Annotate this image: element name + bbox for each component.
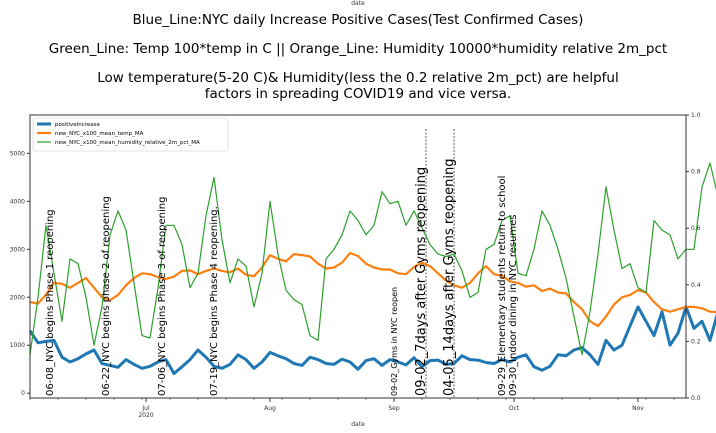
title-line-4: factors in spreading COVID19 and vice ve… <box>204 86 512 102</box>
legend-box <box>32 117 229 152</box>
annotation-label: 09-29_Elementary students return to scho… <box>497 176 508 396</box>
axes: 0 1000 2000 3000 4000 5000 0.0 0.2 0.4 0.6 0.8 1.0 J… <box>10 112 701 419</box>
title-line-3: Low temperature(5-20 C)& Humidity(less t… <box>97 70 619 86</box>
x-tick-label: Aug <box>264 405 276 412</box>
y-right-tick-label: 1.0 <box>691 112 701 119</box>
annotation-label: 06-08_NYC begins Phase 1 reopening <box>45 209 56 396</box>
y-right-tick-label: 0.2 <box>691 338 701 345</box>
x-tick-label: Sep <box>388 405 400 412</box>
y-left-tick-label: 3000 <box>10 246 25 253</box>
legend-label: positiveIncrease <box>55 122 100 128</box>
x-tick-sublabel: 2020 <box>138 412 153 419</box>
annotation-label: 06-22_NYC begins phase 2 of reopening <box>101 196 112 396</box>
annotation-labels: 06-08_NYC begins Phase 1 reopening 06-22_… <box>45 159 519 396</box>
series-lines <box>28 162 716 375</box>
y-right-tick-label: 0.0 <box>691 395 701 402</box>
legend: positiveIncrease new_NYC_x100_mean_temp_M… <box>32 117 229 152</box>
series-line-2 <box>29 162 716 356</box>
x-axis-label: date <box>351 421 365 428</box>
x-tick-label: Jul <box>141 405 150 412</box>
legend-label: new_NYC_x100_mean_temp_MA <box>55 131 144 137</box>
annotation-label: 07-06_NYC begins Phase 3 of reopening <box>157 197 168 396</box>
legend-label: new_NYC_x100_mean_humidity_relative_2m_p… <box>55 140 200 146</box>
plot-frame <box>29 114 687 399</box>
annotation-label: 09-02_Gyms in NYC reopen <box>390 287 399 396</box>
y-right-tick-label: 0.4 <box>691 282 701 289</box>
y-left-tick-label: 0 <box>21 390 25 397</box>
annotation-label: 04-05_14days after Gyms reopening <box>442 159 457 396</box>
y-left-tick-label: 4000 <box>10 198 25 205</box>
annotation-label: 09-30_Indoor dining in NYC resumes <box>508 214 519 396</box>
title-line-1: Blue_Line:NYC daily Increase Positive Ca… <box>132 12 584 28</box>
top-date-label: date <box>351 0 365 7</box>
annotation-label: 09-02_7days after Gyms reopening <box>414 167 429 396</box>
series-line-0 <box>28 305 716 375</box>
y-left-tick-label: 2000 <box>10 294 25 301</box>
x-tick-label: Nov <box>632 405 644 412</box>
y-left-tick-label: 1000 <box>10 342 25 349</box>
series-line-1 <box>29 252 716 328</box>
title-line-2: Green_Line: Temp 100*temp in C || Orange… <box>48 41 668 57</box>
x-tick-label: Oct <box>509 405 520 412</box>
y-right-tick-label: 0.8 <box>691 169 701 176</box>
y-right-tick-label: 0.6 <box>691 225 701 232</box>
y-left-tick-label: 5000 <box>10 150 25 157</box>
annotation-label: 07-19_NYC begins Phase 4 reopening. <box>209 206 220 396</box>
